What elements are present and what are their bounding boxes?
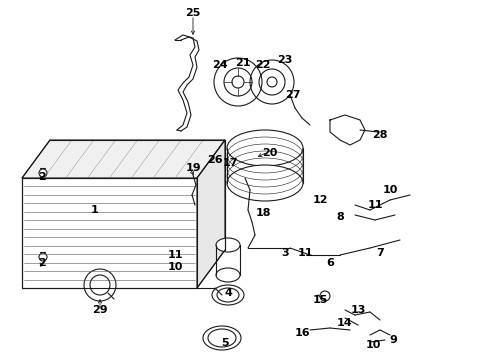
Text: 8: 8 <box>336 212 344 222</box>
Ellipse shape <box>216 238 240 252</box>
Text: 16: 16 <box>295 328 311 338</box>
Text: 10: 10 <box>366 340 381 350</box>
Text: 11: 11 <box>167 250 183 260</box>
Circle shape <box>84 269 116 301</box>
Text: 9: 9 <box>389 335 397 345</box>
Polygon shape <box>22 178 197 288</box>
Text: 25: 25 <box>185 8 201 18</box>
Text: 14: 14 <box>337 318 353 328</box>
Text: 2: 2 <box>38 258 46 268</box>
Text: 2: 2 <box>38 172 46 182</box>
Ellipse shape <box>216 268 240 282</box>
Text: 11: 11 <box>367 200 383 210</box>
Circle shape <box>90 275 110 295</box>
Text: 10: 10 <box>167 262 183 272</box>
Polygon shape <box>197 140 225 288</box>
Text: 26: 26 <box>207 155 223 165</box>
Text: 17: 17 <box>222 158 238 168</box>
Text: 29: 29 <box>92 305 108 315</box>
Text: 21: 21 <box>235 58 251 68</box>
Text: 27: 27 <box>285 90 301 100</box>
Text: 6: 6 <box>326 258 334 268</box>
Text: 12: 12 <box>312 195 328 205</box>
Ellipse shape <box>227 165 303 201</box>
Circle shape <box>39 253 47 261</box>
Circle shape <box>39 169 47 177</box>
Polygon shape <box>22 140 225 178</box>
Text: 24: 24 <box>212 60 228 70</box>
Text: 23: 23 <box>277 55 293 65</box>
Text: 18: 18 <box>255 208 271 218</box>
Text: 22: 22 <box>255 60 271 70</box>
Text: 3: 3 <box>281 248 289 258</box>
Text: 11: 11 <box>297 248 313 258</box>
Text: 4: 4 <box>224 288 232 298</box>
Text: 20: 20 <box>262 148 278 158</box>
Circle shape <box>320 291 330 301</box>
Text: 5: 5 <box>221 338 229 348</box>
Text: 1: 1 <box>91 205 99 215</box>
Text: 15: 15 <box>312 295 328 305</box>
Text: 13: 13 <box>350 305 366 315</box>
Text: 7: 7 <box>376 248 384 258</box>
Text: 19: 19 <box>185 163 201 173</box>
Text: 28: 28 <box>372 130 388 140</box>
Text: 10: 10 <box>382 185 398 195</box>
